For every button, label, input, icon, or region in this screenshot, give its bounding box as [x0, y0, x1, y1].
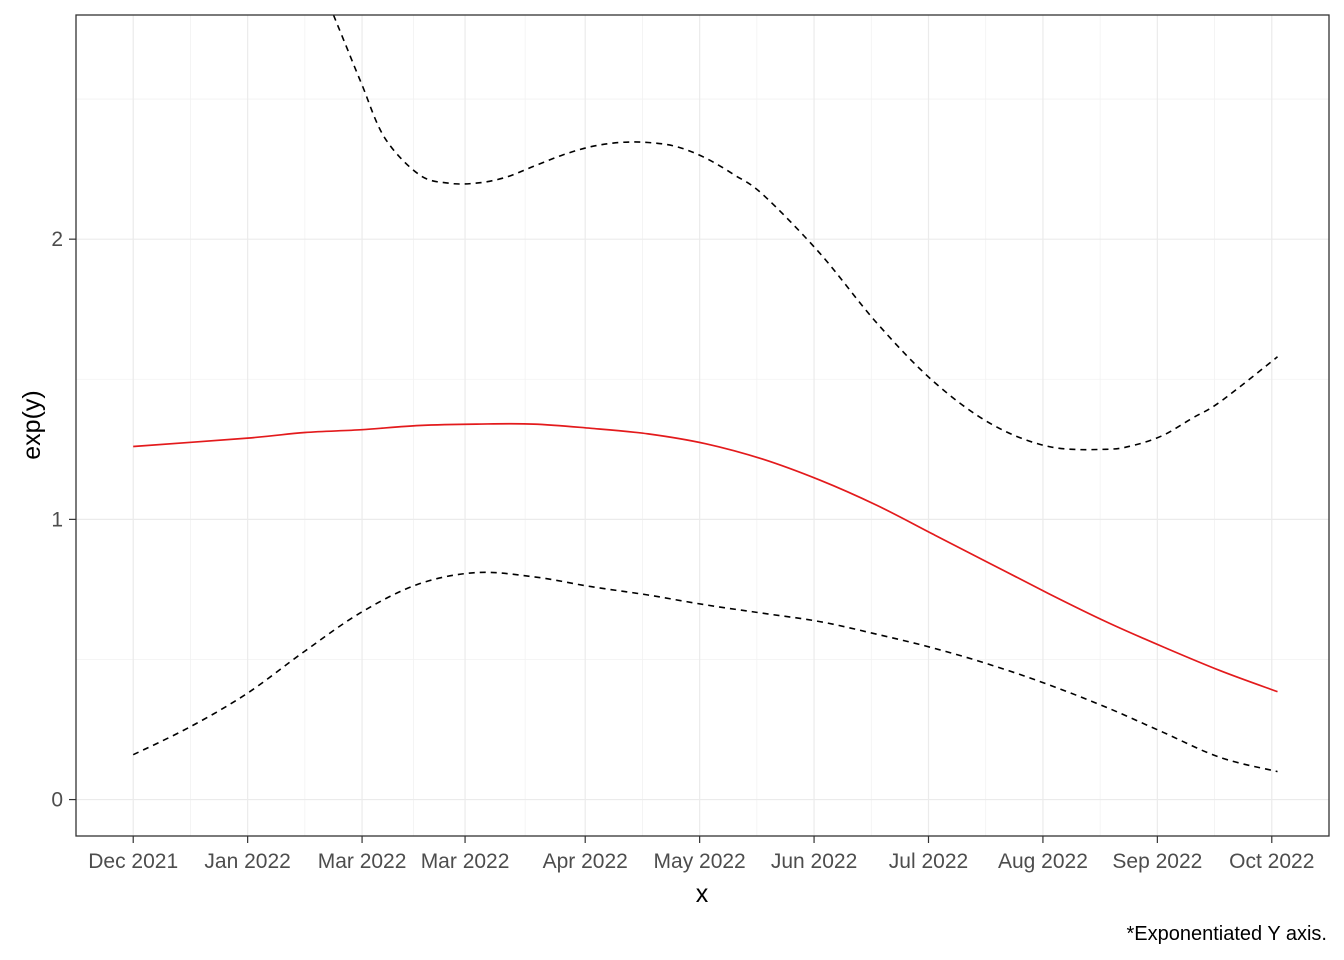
- series-line-estimate: [133, 422, 1278, 693]
- x-tick-label: Aug 2022: [998, 850, 1088, 873]
- x-tick-label: Jul 2022: [889, 850, 968, 873]
- x-axis: Dec 2021 Jan 2022 Mar 2022 Mar 2022 Apr 2022…: [88, 836, 1314, 873]
- y-tick-label: 2: [51, 228, 63, 251]
- x-tick-label: Jun 2022: [771, 850, 857, 873]
- x-tick-label: Dec 2021: [88, 850, 178, 873]
- x-tick-label: May 2022: [654, 850, 746, 873]
- y-tick-label: 1: [51, 508, 63, 531]
- series-layer: [132, 14, 1278, 773]
- x-tick-label: Oct 2022: [1229, 850, 1314, 873]
- caption: *Exponentiated Y axis.: [1126, 923, 1327, 945]
- major-gridlines: [76, 15, 1329, 836]
- plot-background: [76, 15, 1329, 836]
- y-tick-label: 0: [51, 789, 63, 812]
- plot-border: [75, 14, 1330, 837]
- x-axis-title: x: [696, 880, 709, 908]
- x-tick-label: Jan 2022: [204, 850, 290, 873]
- y-axis-title: exp(y): [18, 390, 46, 459]
- x-tick-label: Apr 2022: [543, 850, 628, 873]
- minor-gridlines: [76, 15, 1329, 836]
- y-axis: 0 1 2: [51, 228, 76, 812]
- series-line-lower-bound: [132, 571, 1278, 773]
- x-tick-label: Mar 2022: [421, 850, 510, 873]
- x-tick-label: Sep 2022: [1112, 850, 1202, 873]
- x-tick-label: Mar 2022: [318, 850, 407, 873]
